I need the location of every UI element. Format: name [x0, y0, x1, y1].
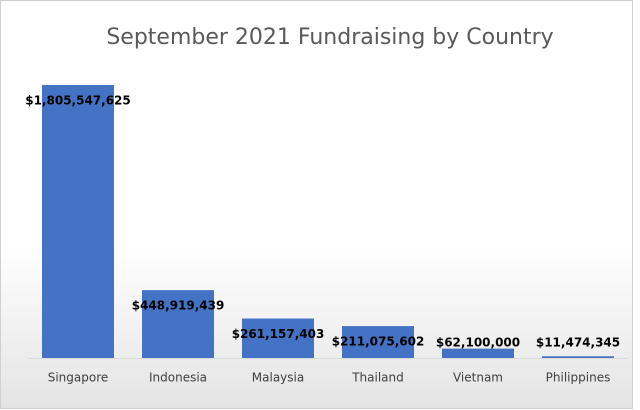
- data-label: $261,157,403: [232, 327, 325, 341]
- bar: [342, 326, 414, 358]
- data-label: $1,805,547,625: [25, 94, 131, 108]
- bar: [242, 318, 314, 358]
- bar: [142, 290, 214, 358]
- x-tick-label: Malaysia: [252, 371, 304, 385]
- x-tick-label: Thailand: [351, 371, 404, 385]
- x-tick-label: Singapore: [48, 371, 109, 385]
- x-tick-label: Vietnam: [453, 371, 503, 385]
- data-label: $11,474,345: [536, 336, 620, 350]
- data-label: $448,919,439: [132, 299, 225, 313]
- bar: [442, 348, 514, 358]
- data-label: $62,100,000: [436, 336, 520, 350]
- data-label: $211,075,602: [332, 335, 425, 349]
- x-tick-label: Indonesia: [149, 371, 207, 385]
- chart-title: September 2021 Fundraising by Country: [106, 25, 553, 50]
- bar: [42, 85, 114, 358]
- bar: [542, 356, 614, 358]
- x-tick-label: Philippines: [546, 371, 611, 385]
